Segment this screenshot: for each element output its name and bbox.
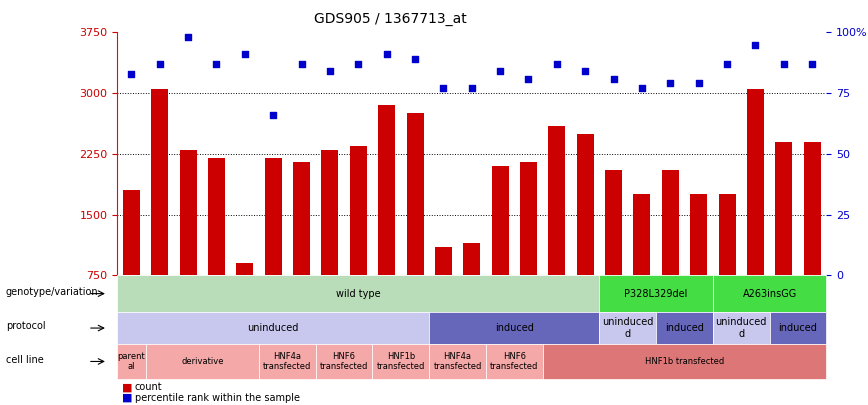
Bar: [491, 166, 509, 275]
Text: HNF1b
transfected: HNF1b transfected: [377, 352, 425, 371]
Point: [493, 68, 507, 75]
Point: [578, 68, 592, 75]
Bar: [180, 150, 197, 275]
Text: derivative: derivative: [181, 357, 224, 366]
Text: cell line: cell line: [6, 355, 43, 365]
Point: [464, 85, 478, 92]
Point: [607, 75, 621, 82]
Point: [692, 80, 706, 87]
Bar: [804, 142, 820, 275]
Bar: [321, 150, 339, 275]
Bar: [775, 142, 792, 275]
Point: [238, 51, 252, 58]
Point: [663, 80, 677, 87]
Bar: [634, 194, 650, 275]
Bar: [406, 113, 424, 275]
Text: ■: ■: [122, 382, 132, 392]
Point: [806, 61, 819, 67]
Bar: [293, 162, 310, 275]
Text: induced: induced: [495, 323, 534, 333]
Point: [153, 61, 167, 67]
Bar: [378, 105, 395, 275]
Point: [720, 61, 734, 67]
Text: uninduced
d: uninduced d: [602, 317, 654, 339]
Point: [323, 68, 337, 75]
Point: [379, 51, 393, 58]
Bar: [236, 263, 253, 275]
Bar: [435, 247, 452, 275]
Point: [635, 85, 649, 92]
Bar: [123, 190, 140, 275]
Bar: [464, 243, 480, 275]
Text: HNF6
transfected: HNF6 transfected: [490, 352, 538, 371]
Text: protocol: protocol: [6, 322, 45, 331]
Text: uninduced
d: uninduced d: [715, 317, 767, 339]
Text: GDS905 / 1367713_at: GDS905 / 1367713_at: [314, 12, 467, 26]
Bar: [605, 170, 622, 275]
Bar: [661, 170, 679, 275]
Point: [748, 41, 762, 48]
Bar: [690, 194, 707, 275]
Point: [550, 61, 564, 67]
Point: [266, 112, 280, 118]
Text: genotype/variation: genotype/variation: [6, 287, 98, 297]
Text: induced: induced: [665, 323, 704, 333]
Text: parent
al: parent al: [117, 352, 145, 371]
Bar: [746, 89, 764, 275]
Bar: [208, 158, 225, 275]
Text: uninduced: uninduced: [247, 323, 299, 333]
Point: [522, 75, 536, 82]
Text: wild type: wild type: [336, 289, 380, 298]
Point: [352, 61, 365, 67]
Text: induced: induced: [779, 323, 818, 333]
Bar: [549, 126, 565, 275]
Bar: [576, 134, 594, 275]
Text: HNF4a
transfected: HNF4a transfected: [263, 352, 312, 371]
Text: HNF1b transfected: HNF1b transfected: [645, 357, 724, 366]
Text: count: count: [135, 382, 162, 392]
Text: HNF6
transfected: HNF6 transfected: [320, 352, 368, 371]
Bar: [520, 162, 537, 275]
Point: [294, 61, 308, 67]
Text: A263insGG: A263insGG: [742, 289, 797, 298]
Point: [181, 34, 195, 40]
Point: [124, 70, 138, 77]
Point: [408, 56, 422, 62]
Text: percentile rank within the sample: percentile rank within the sample: [135, 393, 299, 403]
Bar: [265, 158, 282, 275]
Text: P328L329del: P328L329del: [624, 289, 687, 298]
Bar: [350, 146, 367, 275]
Bar: [719, 194, 735, 275]
Point: [209, 61, 223, 67]
Point: [437, 85, 450, 92]
Point: [777, 61, 791, 67]
Text: HNF4a
transfected: HNF4a transfected: [433, 352, 482, 371]
Bar: [151, 89, 168, 275]
Text: ■: ■: [122, 393, 132, 403]
